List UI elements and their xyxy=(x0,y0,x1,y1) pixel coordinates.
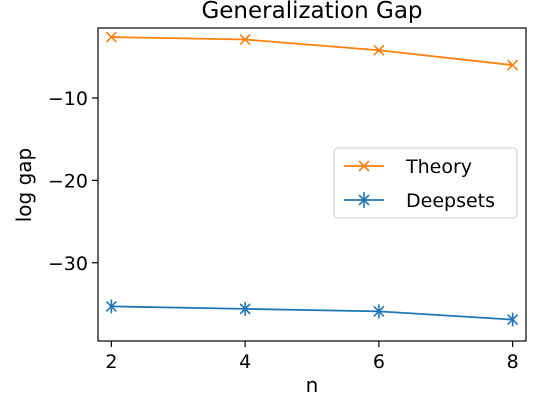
chart-title: Generalization Gap xyxy=(201,0,422,24)
data-point xyxy=(373,305,385,317)
x-tick-label: 6 xyxy=(373,351,385,373)
data-point xyxy=(105,31,117,43)
marker-stroke xyxy=(105,300,117,312)
x-tick-label: 8 xyxy=(507,351,519,373)
data-point xyxy=(239,33,251,46)
marker-stroke xyxy=(358,160,370,172)
legend-entry-theory: Theory xyxy=(344,156,472,178)
plot-area: 2 4 6 8 −10 −20 −30 xyxy=(48,27,527,373)
marker-stroke xyxy=(239,303,251,315)
legend-label: Deepsets xyxy=(406,190,495,212)
marker-stroke xyxy=(358,194,370,206)
legend-label: Theory xyxy=(405,156,472,178)
series-theory xyxy=(105,31,519,71)
series-line xyxy=(111,305,513,321)
data-point xyxy=(373,44,385,56)
y-tick-label: −10 xyxy=(48,88,88,110)
data-point xyxy=(239,303,251,315)
y-tick-label: −20 xyxy=(48,170,88,192)
marker-stroke xyxy=(239,33,251,46)
data-point xyxy=(105,300,117,312)
y-tick-label: −30 xyxy=(48,253,88,275)
legend-marker xyxy=(358,160,370,172)
legend: Theory Deepsets xyxy=(333,147,518,219)
marker-stroke xyxy=(105,31,117,43)
legend-entry-deepsets: Deepsets xyxy=(344,190,495,212)
y-axis-label: log gap xyxy=(12,148,36,223)
x-tick-label: 2 xyxy=(105,351,117,373)
x-tick-label: 4 xyxy=(239,351,251,373)
x-axis-label: n xyxy=(306,373,319,397)
marker-stroke xyxy=(373,44,385,56)
axes-frame xyxy=(97,27,527,342)
series-deepsets xyxy=(105,299,519,327)
marker-stroke xyxy=(507,314,519,326)
marker-stroke xyxy=(373,305,385,317)
data-point xyxy=(507,314,519,326)
series-line xyxy=(111,36,513,66)
marker-stroke xyxy=(507,59,519,71)
legend-marker xyxy=(358,194,370,206)
data-point xyxy=(507,59,519,71)
